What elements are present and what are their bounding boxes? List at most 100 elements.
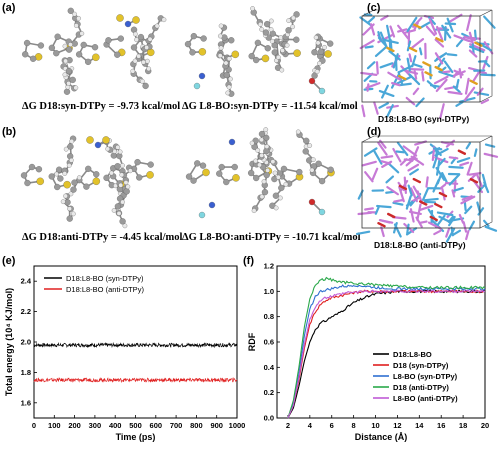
energy-d18-anti-label: ΔG D18:anti-DTPy = -4.45 kcal/mol xyxy=(22,232,183,243)
y-tick-label: 1.8 xyxy=(21,368,31,377)
md-molecule-stroke xyxy=(425,25,436,37)
md-molecule-stroke xyxy=(447,215,455,223)
md-molecule-stroke xyxy=(439,183,447,190)
energy-series-line xyxy=(33,377,238,384)
molecule-atom xyxy=(285,27,292,34)
md-molecule-stroke xyxy=(363,147,378,157)
md-molecule-stroke xyxy=(380,155,394,159)
molecule-atom xyxy=(66,81,71,86)
molecule-atom xyxy=(71,179,78,186)
x-tick-label: 6 xyxy=(330,421,334,430)
md-molecule-stroke xyxy=(379,31,387,47)
md-molecule-stroke xyxy=(432,147,443,151)
md-box-frame-top xyxy=(361,135,493,143)
x-tick-label: 8 xyxy=(352,421,356,430)
molecule-atom xyxy=(136,53,141,59)
molecule-atom xyxy=(134,37,139,43)
md-box-frame xyxy=(361,141,481,229)
molecule-atom xyxy=(250,6,255,11)
molecule-atom xyxy=(23,39,31,47)
md-molecule-stroke xyxy=(432,157,438,169)
molecule-atom xyxy=(60,199,66,205)
md-molecule-stroke xyxy=(392,201,404,206)
md-molecule-stroke xyxy=(407,163,420,172)
md-molecule-stroke xyxy=(434,38,445,48)
md-molecule-stroke xyxy=(395,76,412,85)
molecule-atom xyxy=(253,158,258,164)
md-dtpy-stroke xyxy=(469,79,478,85)
md-molecule-stroke xyxy=(395,150,406,154)
molecule-atom xyxy=(130,44,138,51)
md-dtpy-stroke xyxy=(386,46,395,53)
md-molecule-stroke xyxy=(374,205,380,215)
molecule-atom xyxy=(271,49,278,56)
molecule-atom xyxy=(293,49,301,57)
molecule-atom xyxy=(185,173,193,180)
md-molecule-stroke xyxy=(472,70,481,83)
md-molecule-stroke xyxy=(471,43,475,55)
molecule-atom xyxy=(147,161,154,168)
md-molecule-stroke xyxy=(398,185,405,203)
x-tick-label: 1000 xyxy=(229,421,246,430)
md-molecule-stroke xyxy=(458,213,465,224)
md-molecule-stroke xyxy=(412,63,423,68)
y-tick-label: 2.2 xyxy=(21,307,31,316)
md-molecule-stroke xyxy=(392,147,402,163)
molecule-atom xyxy=(92,177,101,186)
molecule-atom xyxy=(66,215,73,222)
md-molecule-stroke xyxy=(463,86,476,102)
md-molecule-stroke xyxy=(475,173,483,188)
molecule-atom xyxy=(251,208,257,213)
molecule-atom xyxy=(62,171,68,176)
molecule-atom xyxy=(307,143,313,148)
molecule-d18-syn-dtpy-image xyxy=(22,7,167,95)
molecule-atom xyxy=(65,46,73,53)
molecule-atom xyxy=(263,171,270,179)
y-tick-label: 1.6 xyxy=(21,398,31,407)
molecule-atom xyxy=(70,186,77,193)
md-molecule-stroke xyxy=(439,103,445,120)
x-tick-label: 10 xyxy=(371,421,379,430)
panel-label-a: (a) xyxy=(2,2,16,14)
md-molecule-stroke xyxy=(441,172,448,183)
md-dtpy-stroke xyxy=(377,221,386,228)
panel-label-b: (b) xyxy=(2,126,17,138)
energy-l8bo-anti-label: ΔG L8-BO:anti-DTPy = -10.71 kcal/mol xyxy=(182,232,361,243)
molecule-atom xyxy=(263,127,269,132)
molecule-atom xyxy=(302,148,309,155)
molecule-atom xyxy=(322,45,327,50)
molecule-atom xyxy=(278,35,284,40)
molecule-atom xyxy=(24,179,31,187)
md-molecule-stroke xyxy=(461,195,473,201)
molecule-atom xyxy=(290,24,295,30)
md-box-group xyxy=(355,135,499,243)
md-molecule-stroke xyxy=(455,101,464,107)
molecule-atom xyxy=(69,138,75,144)
molecule-atom xyxy=(71,211,76,217)
molecule-atom xyxy=(257,162,262,168)
legend-label: D18 (syn-DTPy) xyxy=(393,361,449,370)
energy-series-line xyxy=(33,341,238,349)
molecule-atom xyxy=(75,51,83,58)
molecule-atom xyxy=(132,58,138,64)
molecule-atom xyxy=(133,31,138,37)
molecule-atom xyxy=(228,138,236,146)
molecule-atom xyxy=(248,169,255,177)
molecule-atom xyxy=(122,223,128,229)
md-molecule-stroke xyxy=(364,207,374,211)
molecule-atom xyxy=(269,38,275,44)
md-molecule-stroke xyxy=(483,15,496,29)
md-molecule-stroke xyxy=(461,32,470,38)
y-tick-label: 0.4 xyxy=(264,363,275,372)
md-molecule-stroke xyxy=(378,102,389,109)
md-molecule-stroke xyxy=(377,30,382,42)
molecule-atom xyxy=(145,58,150,64)
molecule-atom xyxy=(257,22,263,27)
molecule-atom xyxy=(217,53,223,59)
md-box-syn-image xyxy=(359,9,496,120)
molecule-atom xyxy=(190,177,197,184)
md-molecule-stroke xyxy=(406,16,418,33)
molecule-atom xyxy=(76,15,81,21)
molecule-atom xyxy=(140,78,145,84)
molecule-atom xyxy=(29,55,37,62)
